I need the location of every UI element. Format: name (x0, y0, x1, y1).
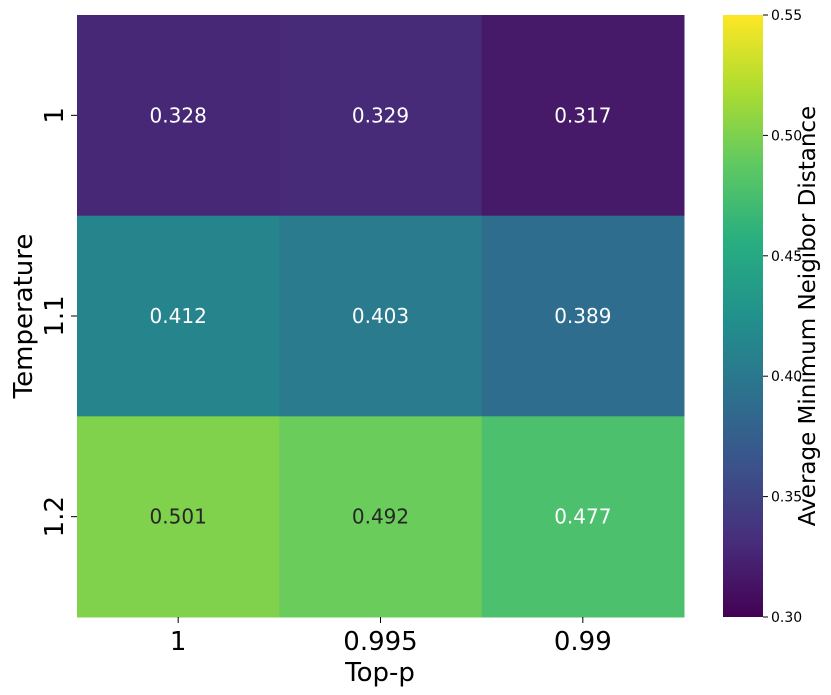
colorbar-tick-label: 0.50 (771, 128, 802, 144)
y-axis-ticks: 1 1.1 1.2 (40, 107, 77, 537)
heatmap-cell (77, 15, 280, 217)
colorbar-tick-label: 0.45 (771, 249, 802, 265)
x-axis-label: Top-p (344, 658, 415, 688)
cell-value-label: 0.329 (352, 103, 409, 127)
x-axis-ticks: 1 0.995 0.99 (170, 617, 612, 657)
heatmap-cell (481, 15, 685, 217)
y-tick-label: 1 (40, 107, 70, 124)
colorbar-ticks: 0.30 0.35 0.40 0.45 0.50 0.55 (763, 8, 802, 626)
heatmap-cell (279, 215, 483, 417)
cell-value-label: 0.412 (150, 304, 207, 328)
heatmap-cell (77, 215, 280, 417)
heatmap-cell (279, 15, 483, 217)
heatmap-cell (481, 416, 685, 618)
cell-value-label: 0.501 (150, 505, 207, 529)
colorbar-tick-label: 0.35 (771, 490, 802, 506)
y-tick-label: 1.2 (40, 496, 70, 537)
x-tick-label: 1 (170, 627, 187, 657)
colorbar (723, 15, 763, 617)
x-tick-label: 0.995 (343, 627, 417, 657)
y-tick-label: 1.1 (40, 295, 70, 336)
cell-value-label: 0.317 (554, 103, 611, 127)
colorbar-tick-label: 0.30 (771, 610, 802, 626)
heatmap-cell (77, 416, 280, 618)
heatmap-cells (77, 15, 685, 618)
cell-value-labels: 0.328 0.329 0.317 0.412 0.403 0.389 0.501 0.492… (150, 103, 612, 528)
cell-value-label: 0.389 (554, 304, 611, 328)
cell-value-label: 0.403 (352, 304, 409, 328)
heatmap-cell (279, 416, 483, 618)
heatmap-cell (481, 215, 685, 417)
cell-value-label: 0.328 (150, 103, 207, 127)
cell-value-label: 0.492 (352, 505, 409, 529)
y-axis-label: Temperature (9, 234, 39, 400)
cell-value-label: 0.477 (554, 505, 611, 529)
colorbar-label: Average Minimum Neigibor Distance (795, 106, 821, 526)
colorbar-tick-label: 0.55 (771, 8, 802, 24)
colorbar-tick-label: 0.40 (771, 369, 802, 385)
x-tick-label: 0.99 (554, 627, 612, 657)
